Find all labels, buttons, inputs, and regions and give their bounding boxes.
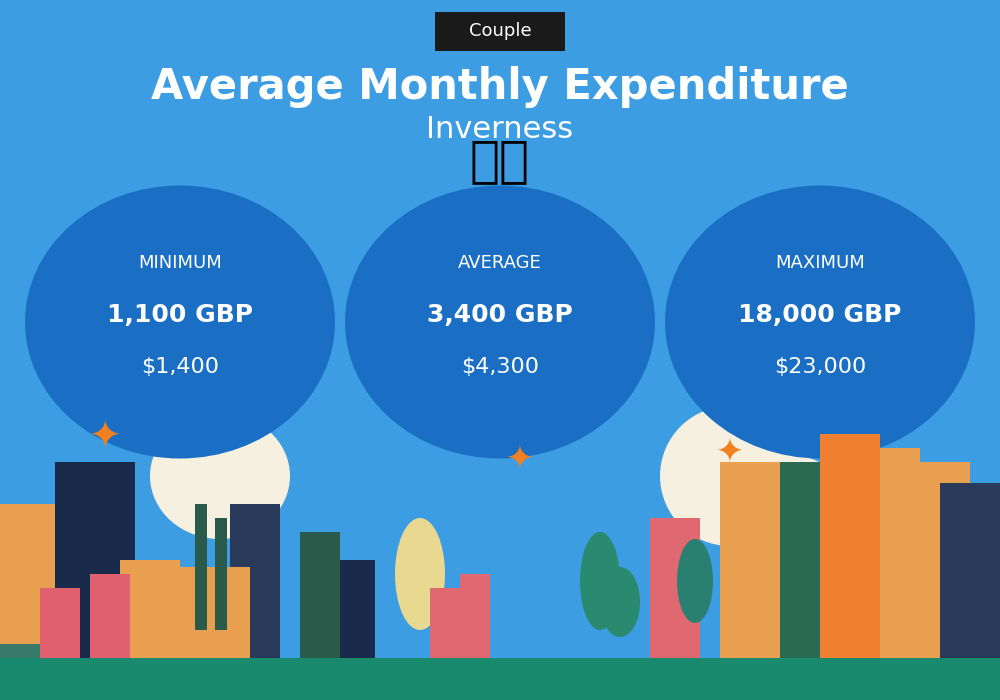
Ellipse shape — [600, 567, 640, 637]
Bar — [0, 644, 65, 658]
Bar — [460, 574, 490, 658]
Text: ✦: ✦ — [89, 418, 121, 456]
Bar — [920, 462, 970, 658]
Bar — [650, 518, 700, 658]
Ellipse shape — [25, 186, 335, 458]
Ellipse shape — [345, 186, 655, 458]
Text: 18,000 GBP: 18,000 GBP — [738, 303, 902, 327]
Text: MAXIMUM: MAXIMUM — [775, 253, 865, 272]
Ellipse shape — [665, 186, 975, 458]
Text: Couple: Couple — [469, 22, 531, 41]
Bar — [230, 504, 280, 658]
Bar — [820, 434, 880, 658]
Bar — [720, 462, 810, 658]
Text: ✦: ✦ — [716, 436, 744, 469]
Bar — [780, 462, 820, 658]
Text: Average Monthly Expenditure: Average Monthly Expenditure — [151, 66, 849, 108]
Bar — [300, 532, 340, 658]
Text: MINIMUM: MINIMUM — [138, 253, 222, 272]
Text: 🇬🇧: 🇬🇧 — [470, 137, 530, 185]
Ellipse shape — [580, 532, 620, 630]
Bar — [55, 462, 135, 658]
Bar — [90, 574, 130, 658]
Bar — [215, 518, 227, 630]
Bar — [40, 588, 80, 658]
Bar — [0, 504, 65, 658]
Bar — [0, 658, 1000, 700]
Ellipse shape — [150, 413, 290, 539]
Text: AVERAGE: AVERAGE — [458, 253, 542, 272]
Bar — [430, 588, 460, 658]
Bar — [120, 560, 180, 658]
Ellipse shape — [395, 518, 445, 630]
Text: 3,400 GBP: 3,400 GBP — [427, 303, 573, 327]
FancyBboxPatch shape — [435, 12, 565, 51]
Ellipse shape — [677, 539, 713, 623]
Text: $23,000: $23,000 — [774, 358, 866, 377]
Bar — [940, 483, 1000, 658]
Text: 1,100 GBP: 1,100 GBP — [107, 303, 253, 327]
Text: ✦: ✦ — [506, 443, 534, 476]
Text: $1,400: $1,400 — [141, 358, 219, 377]
Text: $4,300: $4,300 — [461, 358, 539, 377]
Bar — [340, 560, 375, 658]
Ellipse shape — [660, 406, 800, 546]
Ellipse shape — [730, 455, 850, 567]
Text: Inverness: Inverness — [426, 115, 574, 144]
Bar — [195, 504, 207, 630]
Bar — [175, 567, 250, 658]
Bar — [880, 448, 920, 658]
